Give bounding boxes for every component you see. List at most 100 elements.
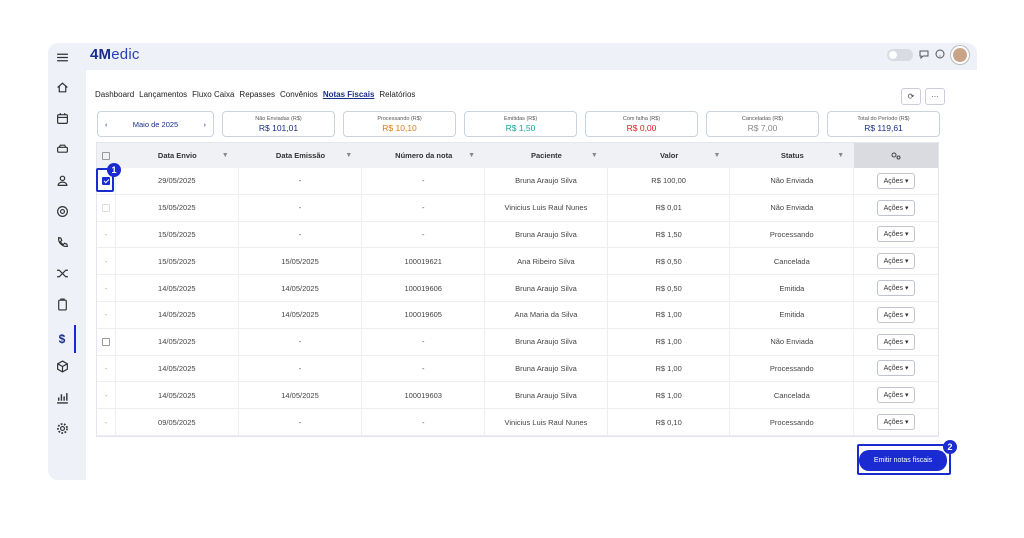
actions-cell: Ações ▾ <box>854 382 938 408</box>
actions-dropdown[interactable]: Ações ▾ <box>877 333 916 350</box>
row-select-cell: - <box>97 382 116 409</box>
menu-icon[interactable] <box>48 47 76 67</box>
active-indicator <box>74 325 76 353</box>
row-checkbox[interactable] <box>101 176 110 185</box>
row-checkbox[interactable] <box>101 337 110 346</box>
summary-card-value: R$ 10,10 <box>382 122 417 133</box>
tab-3[interactable]: Repasses <box>239 90 275 99</box>
table-row[interactable]: -14/05/2025 14/05/2025 100019606 Bruna Arau… <box>97 275 938 302</box>
cell-numero: - <box>362 194 486 221</box>
car-icon[interactable] <box>48 139 76 159</box>
clipboard-icon[interactable] <box>48 294 76 314</box>
cell-data-envio: 14/05/2025 <box>116 328 239 355</box>
theme-toggle[interactable] <box>887 49 913 61</box>
cell-data-envio: 29/05/2025 <box>116 168 239 194</box>
user-icon[interactable] <box>48 170 76 190</box>
table-row[interactable]: -14/05/2025 14/05/2025 100019605 Ana Maria … <box>97 301 938 329</box>
actions-dropdown[interactable]: Ações ▾ <box>877 414 916 431</box>
prev-month-button[interactable]: ‹ <box>105 119 108 129</box>
actions-cell: Ações ▾ <box>854 275 938 301</box>
phone-icon[interactable] <box>48 232 76 252</box>
settings-icon[interactable] <box>48 418 76 438</box>
more-options-button[interactable]: ··· <box>925 88 945 105</box>
shuffle-icon[interactable] <box>48 263 76 283</box>
table-row[interactable]: 14/05/2025- - Bruna Araujo Silva R$ 1,00 Não… <box>97 328 938 356</box>
cell-paciente: Ana Ribeiro Silva <box>485 248 608 275</box>
cell-status: Cancelada <box>730 382 855 409</box>
filter-icon[interactable]: ▼ <box>221 152 229 159</box>
chat-icon[interactable] <box>919 46 929 64</box>
help-icon[interactable] <box>935 46 945 64</box>
row-select-cell: - <box>97 221 116 248</box>
cell-status: Cancelada <box>730 248 855 275</box>
tab-0[interactable]: Dashboard <box>95 90 135 99</box>
column-settings-icon[interactable] <box>891 152 901 160</box>
column-header: Data Emissão ▼ <box>239 143 363 168</box>
table-row[interactable]: -14/05/2025 14/05/2025 100019603 Bruna Arau… <box>97 382 938 410</box>
actions-cell: Ações ▾ <box>854 168 938 194</box>
calendar-icon[interactable] <box>48 108 76 128</box>
summary-card: Emitidas (R$) R$ 1,50 <box>464 111 577 137</box>
user-avatar[interactable] <box>951 46 969 64</box>
actions-dropdown[interactable]: Ações ▾ <box>877 226 916 243</box>
table-row[interactable]: -14/05/2025- - Bruna Araujo Silva R$ 1,00 Pr… <box>97 355 938 383</box>
filter-icon[interactable]: ▼ <box>837 152 845 159</box>
column-header-label: Número da nota <box>395 151 453 160</box>
cell-data-envio: 15/05/2025 <box>116 221 239 248</box>
cell-data-emissao: 15/05/2025 <box>239 248 363 275</box>
select-all-checkbox[interactable] <box>102 151 111 160</box>
highlight-emit-button <box>857 444 951 475</box>
no-select-indicator: - <box>104 310 108 320</box>
cell-data-envio: 15/05/2025 <box>116 248 239 275</box>
column-header-label: Paciente <box>530 151 562 160</box>
filter-icon[interactable]: ▼ <box>713 152 721 159</box>
cell-status: Emitida <box>730 275 855 301</box>
table-row[interactable]: -09/05/2025- - Vinicius Luis Raul Nunes R$ … <box>97 409 938 436</box>
table-row[interactable]: -15/05/2025 15/05/2025 100019621 Ana Ribeir… <box>97 248 938 276</box>
box-icon[interactable] <box>48 356 76 376</box>
actions-dropdown[interactable]: Ações ▾ <box>877 172 916 189</box>
actions-cell: Ações ▾ <box>854 222 938 248</box>
chart-icon[interactable] <box>48 387 76 407</box>
summary-card-value: R$ 7,00 <box>747 122 778 133</box>
column-header-label: Valor <box>659 151 679 160</box>
column-header: Data Envio ▼ <box>116 143 239 168</box>
next-month-button[interactable]: › <box>203 119 206 129</box>
table-row[interactable]: -15/05/2025- - Bruna Araujo Silva R$ 1,50 Pr… <box>97 221 938 249</box>
emit-invoices-button[interactable]: Emitir notas fiscais <box>859 450 947 471</box>
filter-icon[interactable]: ▼ <box>590 152 598 159</box>
cell-valor: R$ 0,50 <box>608 248 731 275</box>
actions-cell: Ações ▾ <box>854 329 938 355</box>
cell-data-envio: 14/05/2025 <box>116 382 239 409</box>
table-row[interactable]: 29/05/2025- - Bruna Araujo Silva R$ 100,00 N… <box>97 168 938 195</box>
tab-2[interactable]: Fluxo Caixa <box>192 90 235 99</box>
actions-dropdown[interactable]: Ações ▾ <box>877 360 916 377</box>
refresh-button[interactable]: ⟳ <box>901 88 921 105</box>
row-select-cell: - <box>97 301 116 328</box>
tab-1[interactable]: Lançamentos <box>139 90 188 99</box>
home-icon[interactable] <box>48 77 76 97</box>
tab-5[interactable]: Notas Fiscais <box>322 90 375 99</box>
actions-dropdown[interactable]: Ações ▾ <box>877 387 916 404</box>
actions-dropdown[interactable]: Ações ▾ <box>877 280 916 297</box>
cell-status: Emitida <box>730 301 855 328</box>
cell-valor: R$ 0,01 <box>608 194 731 221</box>
actions-dropdown[interactable]: Ações ▾ <box>877 253 916 270</box>
summary-card: Não Enviadas (R$) R$ 101,01 <box>222 111 335 137</box>
cell-paciente: Ana Maria da Silva <box>485 301 608 328</box>
dollar-icon[interactable]: $ <box>58 332 66 346</box>
row-select-cell: - <box>97 409 116 435</box>
cell-data-emissao: 14/05/2025 <box>239 301 363 328</box>
at-icon[interactable] <box>48 201 76 221</box>
table-row[interactable]: 15/05/2025- - Vinicius Luis Raul Nunes R$ 0… <box>97 194 938 222</box>
actions-dropdown[interactable]: Ações ▾ <box>877 199 916 216</box>
filter-icon[interactable]: ▼ <box>468 152 476 159</box>
cell-valor: R$ 0,50 <box>608 275 731 301</box>
tab-6[interactable]: Relatórios <box>379 90 416 99</box>
tab-4[interactable]: Convênios <box>280 90 318 99</box>
settings-column-header[interactable] <box>854 143 938 168</box>
actions-dropdown[interactable]: Ações ▾ <box>877 306 916 323</box>
cell-data-envio: 09/05/2025 <box>116 409 239 435</box>
cell-numero: 100019621 <box>362 248 486 275</box>
filter-icon[interactable]: ▼ <box>345 152 353 159</box>
